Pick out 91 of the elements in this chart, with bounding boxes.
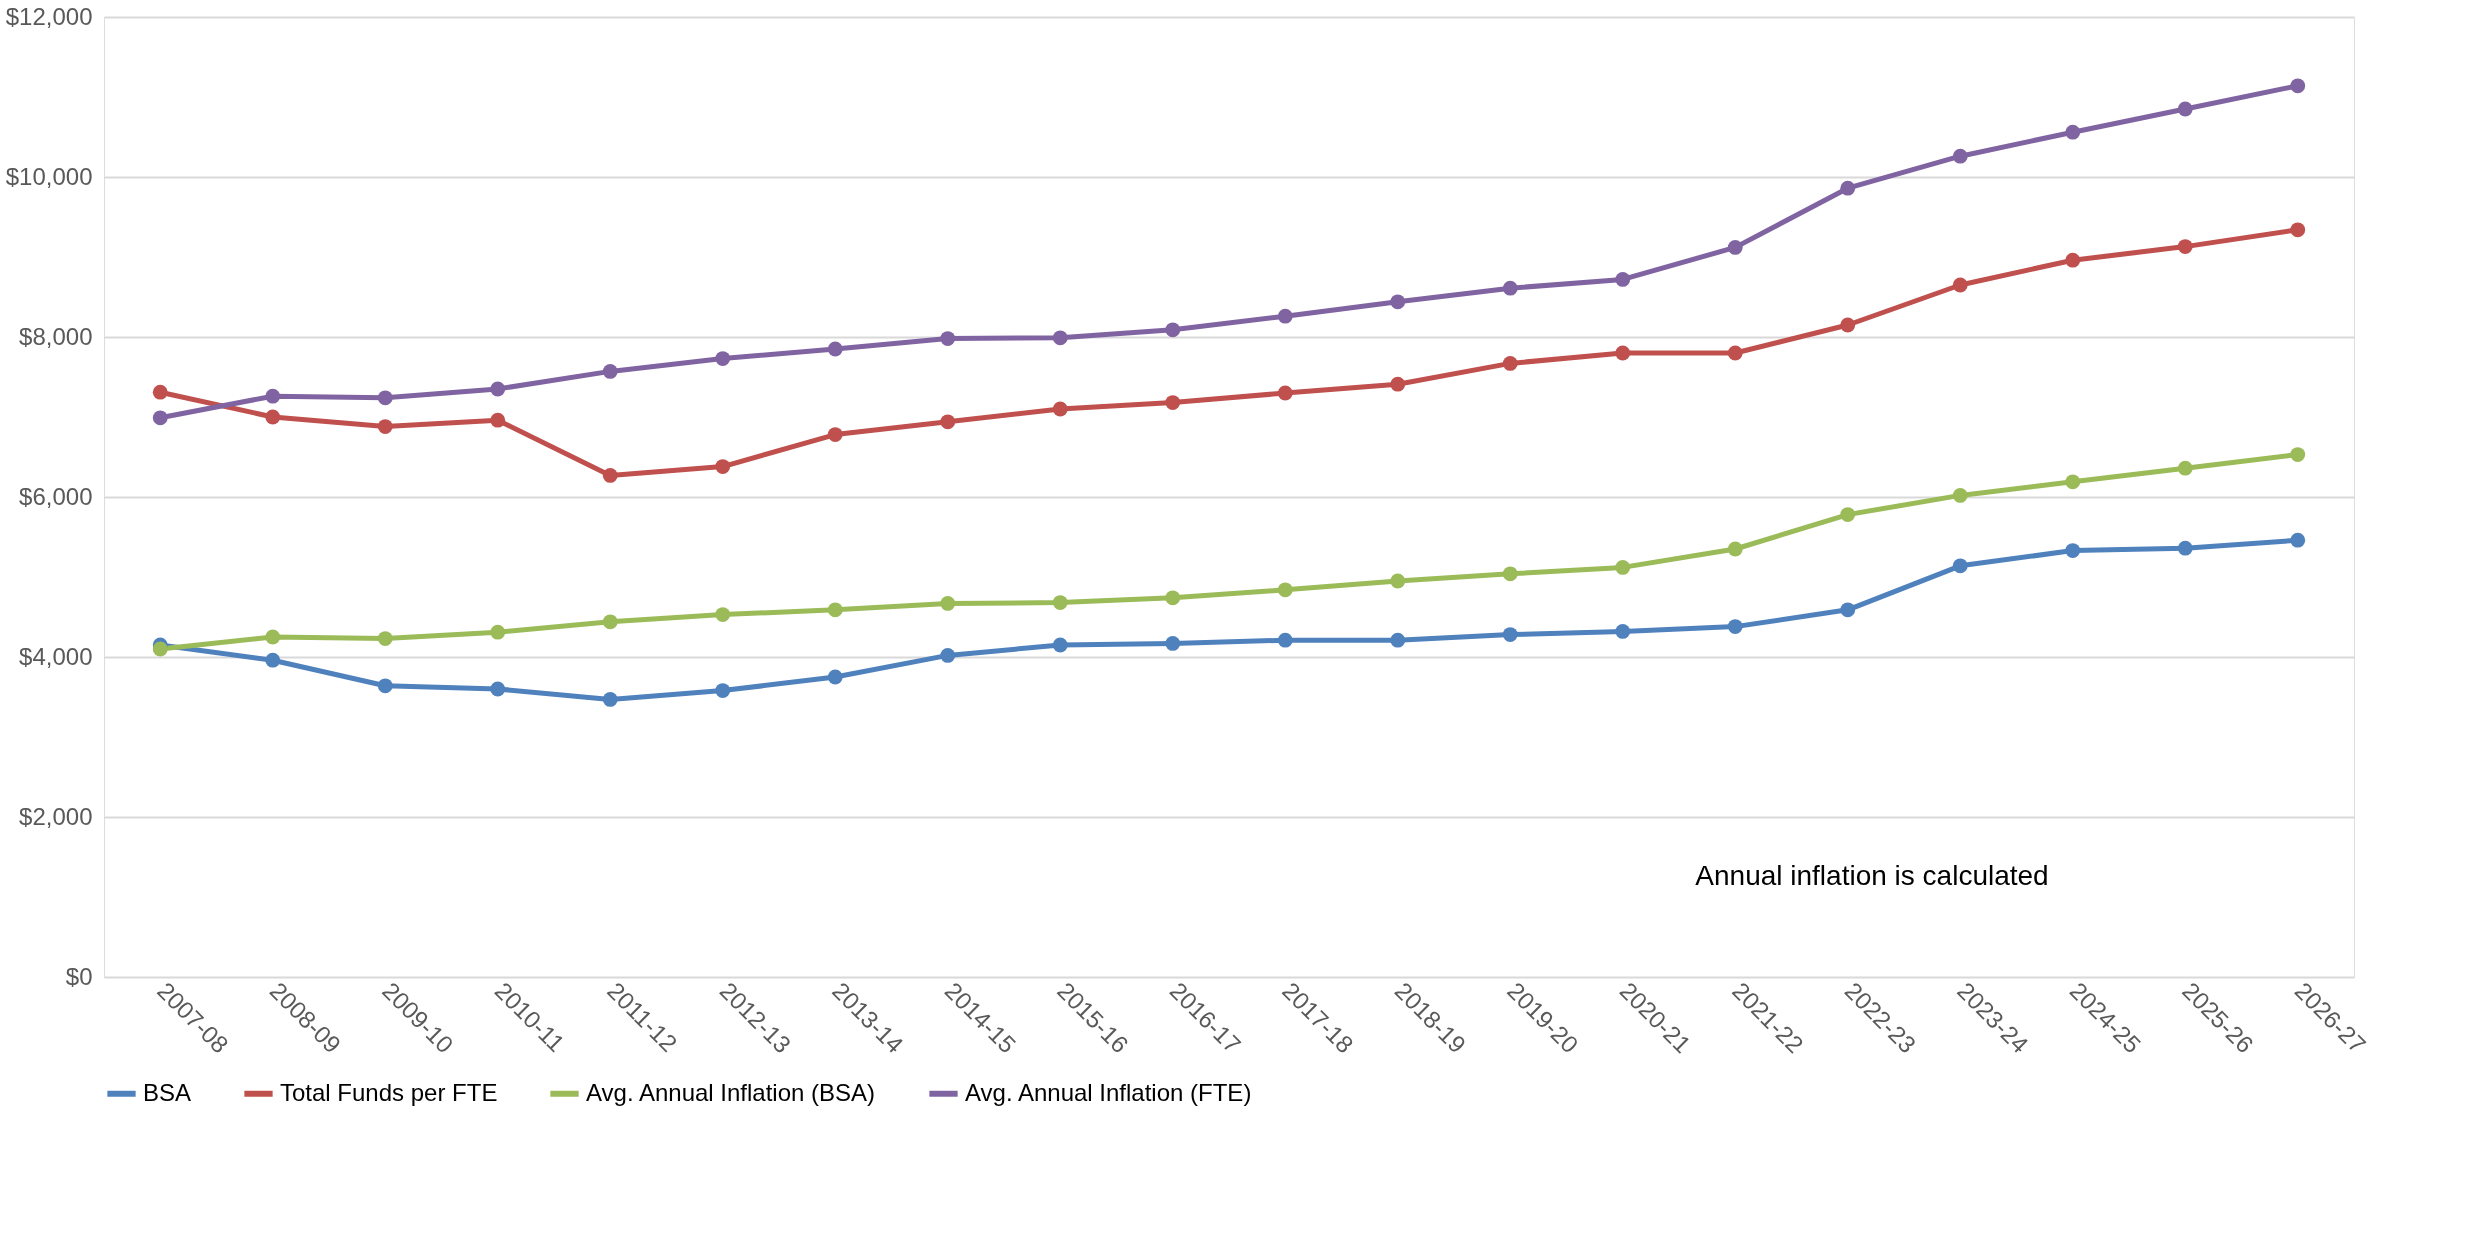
- point: [1727, 541, 1743, 557]
- annotation: Annual inflation is calculated: [1695, 860, 2049, 891]
- point: [940, 331, 956, 346]
- y-tick-label: $4,000: [19, 642, 93, 670]
- point: [1727, 240, 1743, 255]
- point: [490, 624, 506, 640]
- point: [1165, 590, 1181, 606]
- point: [1840, 602, 1856, 618]
- point: [2290, 78, 2306, 94]
- point: [490, 681, 506, 697]
- point: [1165, 395, 1181, 410]
- point: [1502, 627, 1518, 642]
- point: [940, 648, 956, 663]
- point: [2065, 543, 2081, 558]
- point: [827, 669, 843, 685]
- y-tick-label: $0: [65, 962, 93, 990]
- point: [1952, 488, 1968, 503]
- point: [827, 427, 843, 442]
- y-tick-label: $2,000: [19, 802, 93, 830]
- point: [1165, 636, 1181, 651]
- point: [1502, 566, 1518, 582]
- point: [940, 414, 956, 430]
- point: [940, 596, 956, 611]
- point: [377, 390, 393, 406]
- point: [827, 341, 843, 357]
- point: [2065, 124, 2081, 140]
- point: [2065, 252, 2081, 268]
- y-tick-label: $12,000: [5, 2, 93, 30]
- point: [602, 364, 618, 379]
- point: [602, 614, 618, 630]
- point: [2177, 101, 2193, 117]
- y-tick-label: $6,000: [19, 482, 93, 510]
- point: [377, 419, 393, 434]
- point: [1952, 148, 1968, 164]
- point: [1390, 573, 1406, 589]
- point: [827, 602, 843, 618]
- point: [1052, 637, 1068, 653]
- point: [2290, 447, 2306, 462]
- point: [2177, 239, 2193, 254]
- point: [602, 692, 618, 707]
- point: [265, 388, 281, 404]
- point: [1502, 356, 1518, 371]
- point: [1840, 180, 1856, 196]
- point: [265, 629, 281, 645]
- point: [152, 641, 168, 657]
- point: [377, 631, 393, 646]
- point: [1052, 330, 1068, 346]
- point: [602, 468, 618, 483]
- point: [490, 412, 506, 428]
- point: [1390, 632, 1406, 648]
- point: [377, 678, 393, 694]
- point: [1052, 595, 1068, 610]
- point: [1615, 560, 1631, 575]
- point: [1840, 317, 1856, 333]
- point: [2065, 474, 2081, 490]
- legend-label: Total Funds per FTE: [280, 1078, 498, 1106]
- point: [1277, 632, 1293, 648]
- point: [1390, 376, 1406, 392]
- legend-label: BSA: [143, 1078, 192, 1106]
- point: [1390, 294, 1406, 310]
- point: [2177, 460, 2193, 476]
- point: [1165, 322, 1181, 338]
- point: [265, 652, 281, 668]
- point: [152, 410, 168, 426]
- point: [1277, 582, 1293, 598]
- point: [1615, 624, 1631, 639]
- point: [265, 409, 281, 425]
- legend-label: Avg. Annual Inflation (BSA): [586, 1078, 876, 1106]
- point: [2290, 222, 2306, 238]
- point: [2177, 540, 2193, 556]
- point: [490, 381, 506, 397]
- point: [1502, 280, 1518, 296]
- legend-label: Avg. Annual Inflation (FTE): [965, 1078, 1252, 1106]
- point: [715, 683, 731, 698]
- point: [1615, 345, 1631, 361]
- y-tick-label: $10,000: [5, 162, 93, 190]
- point: [1277, 385, 1293, 401]
- point: [1952, 277, 1968, 293]
- point: [1052, 401, 1068, 417]
- point: [1727, 345, 1743, 361]
- point: [152, 384, 168, 400]
- point: [1615, 272, 1631, 287]
- point: [1840, 507, 1856, 522]
- point: [715, 459, 731, 474]
- point: [2290, 532, 2306, 548]
- y-tick-label: $8,000: [19, 322, 93, 350]
- point: [715, 607, 731, 622]
- point: [1277, 308, 1293, 324]
- point: [1952, 558, 1968, 574]
- point: [1727, 619, 1743, 634]
- point: [715, 351, 731, 366]
